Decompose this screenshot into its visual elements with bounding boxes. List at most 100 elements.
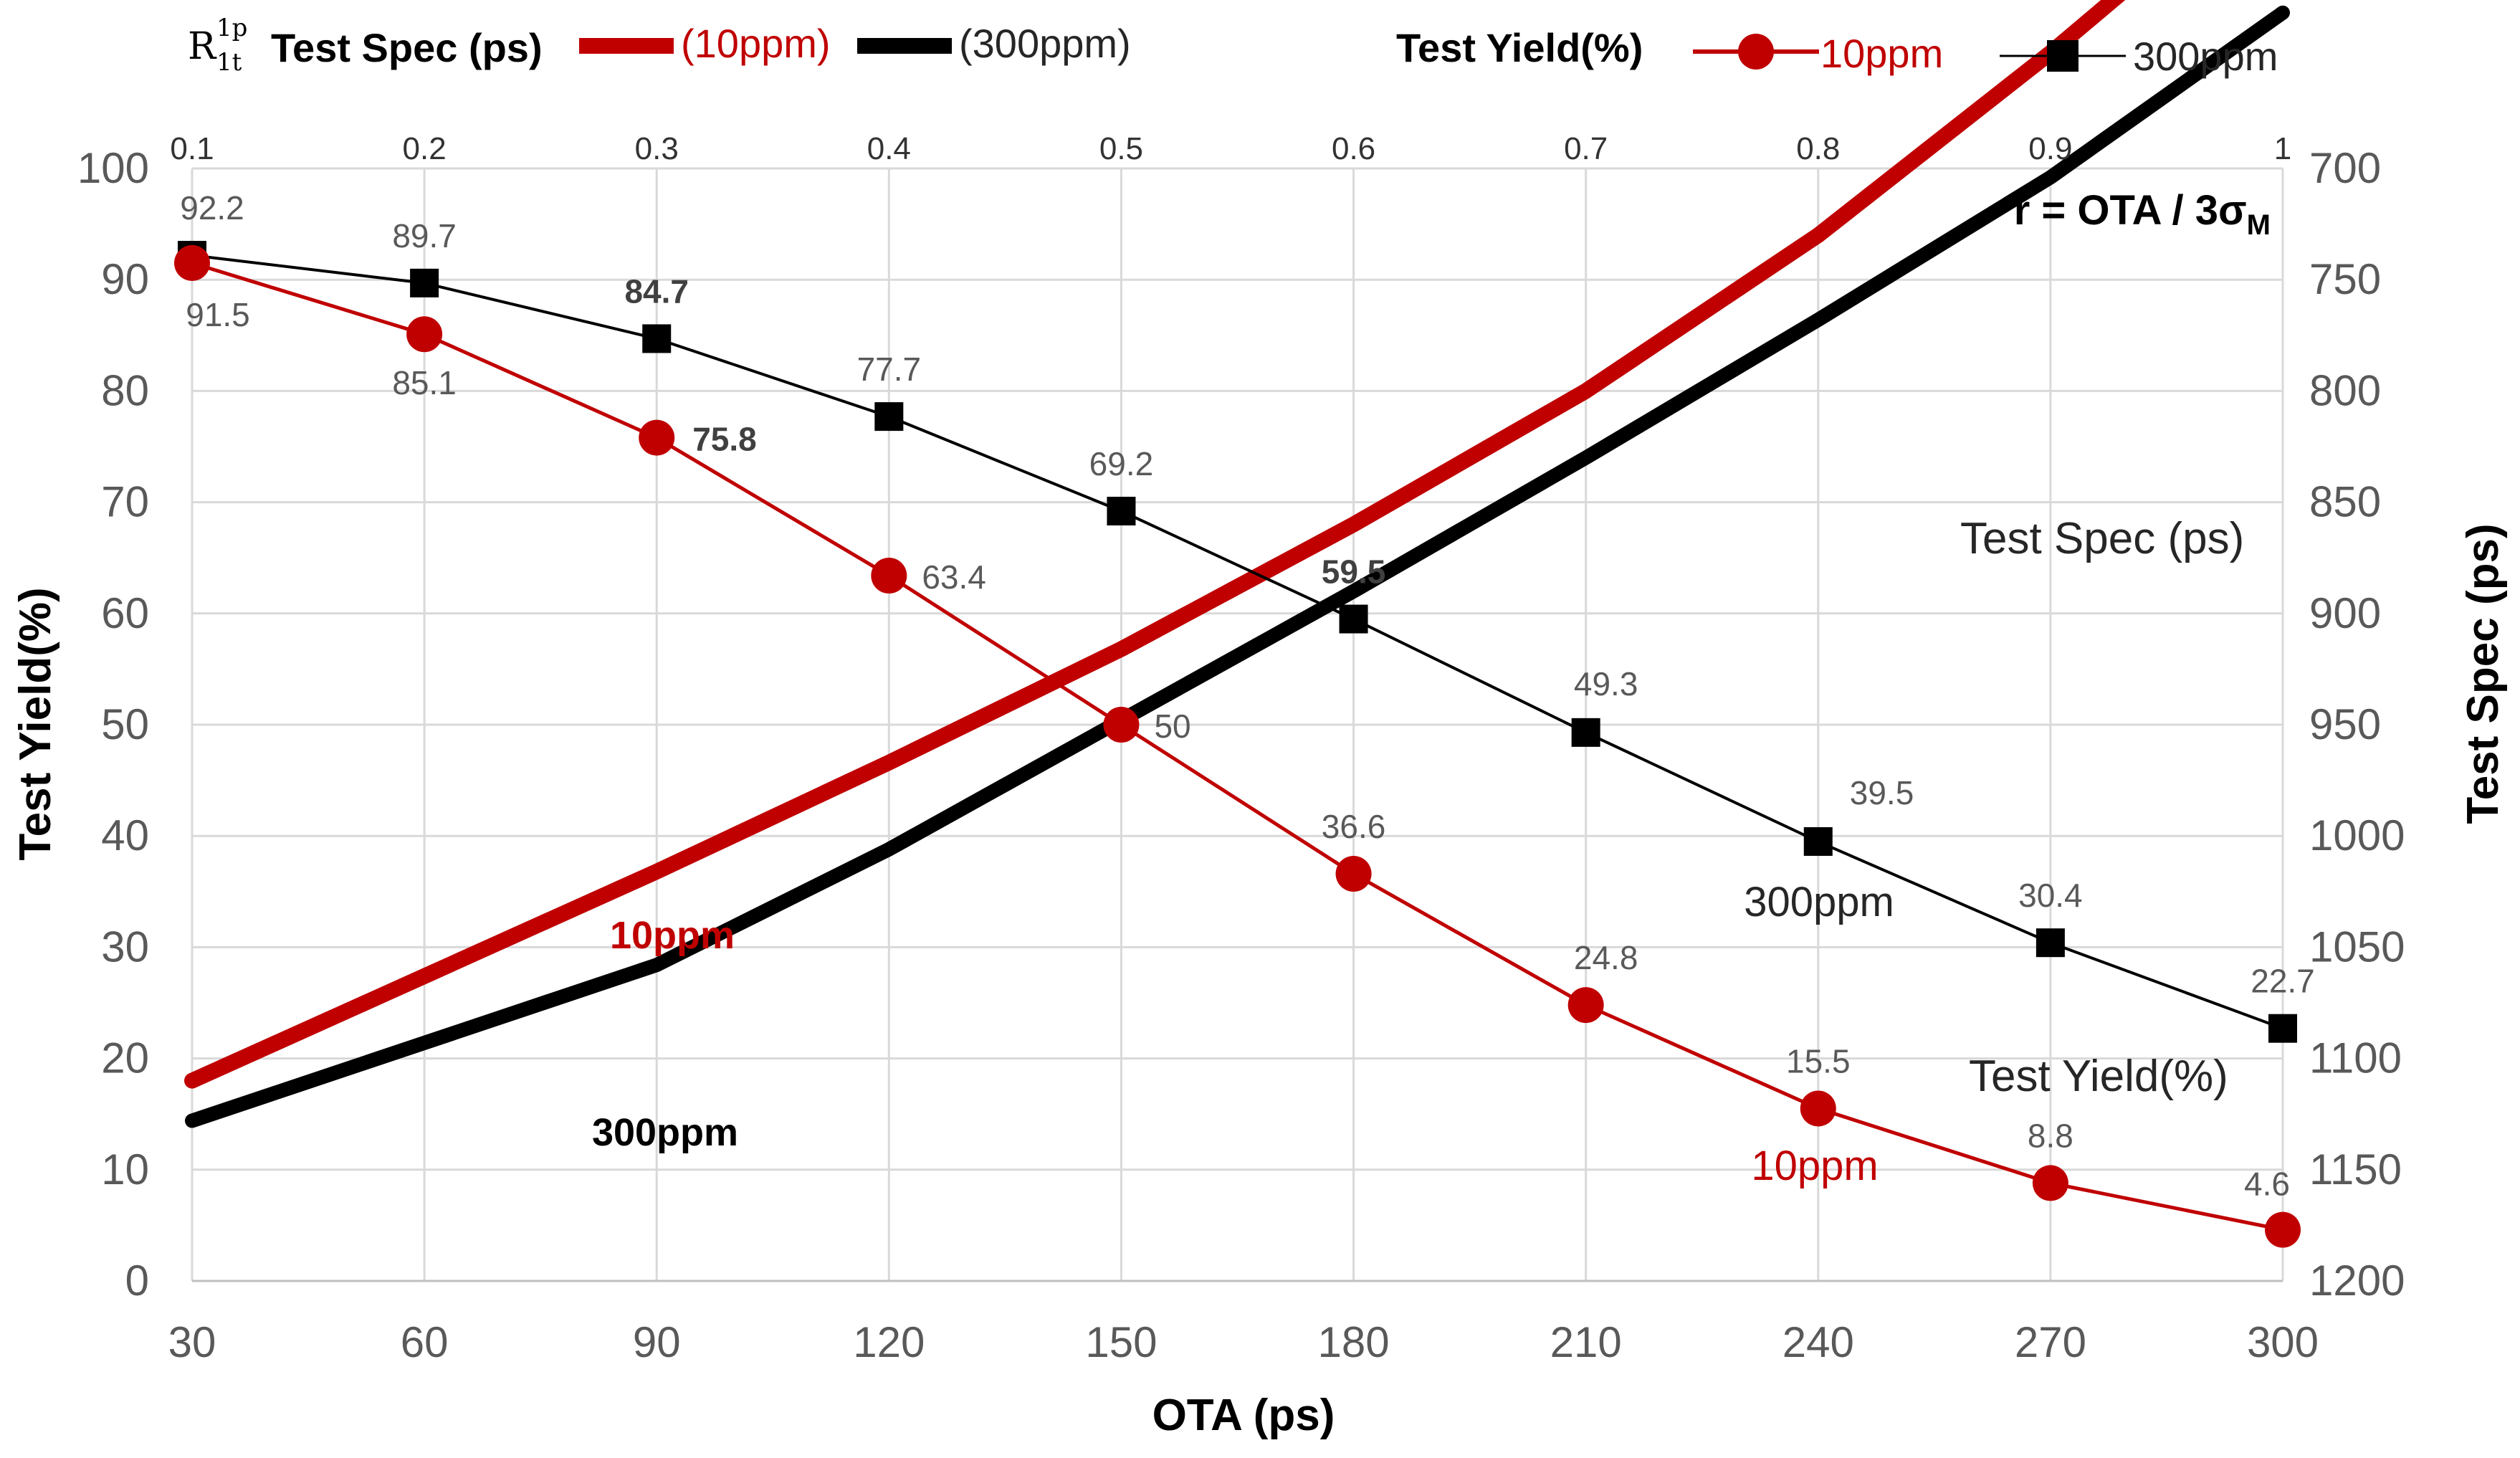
yield-300ppm-marker — [1339, 604, 1368, 634]
x-tick-label: 300 — [2247, 1318, 2319, 1366]
legend-ratio-sup: 1p — [216, 14, 247, 42]
yield-10ppm-data-label: 15.5 — [1786, 1042, 1851, 1080]
yield-300ppm-marker — [2035, 928, 2065, 958]
yield-10ppm-marker — [1103, 707, 1140, 743]
spec-line-300ppm — [185, 5, 2290, 1128]
y-left-tick-label: 90 — [101, 255, 149, 303]
yield-300ppm-data-label: 49.3 — [1574, 665, 1638, 702]
yield-300ppm-data-label: 59.5 — [1322, 553, 1386, 591]
yield-line-10ppm — [190, 261, 2285, 1232]
top-tick-label: 0.8 — [1796, 131, 1840, 166]
x-tick-label: 150 — [1085, 1318, 1157, 1366]
test-yield-series — [190, 254, 2285, 1232]
legend-yield-10ppm-marker — [1738, 34, 1774, 70]
y-right-tick-label: 1200 — [2309, 1257, 2405, 1305]
yield-300ppm-data-label: 69.2 — [1089, 445, 1154, 482]
r-formula-lhs: r = OTA / 3σ — [2014, 187, 2247, 234]
yield-300ppm-data-label: 92.2 — [180, 189, 244, 227]
yield-10ppm-marker — [871, 558, 907, 594]
yield-10ppm-marker — [174, 244, 210, 281]
y-right-tick-label: 1150 — [2309, 1145, 2402, 1193]
top-tick-label: 0.7 — [1564, 131, 1608, 166]
yield-10ppm-marker — [2032, 1165, 2068, 1201]
yield-10ppm-marker — [1567, 987, 1604, 1024]
annotation-test-spec: Test Spec (ps) — [1960, 514, 2244, 563]
yield-line-300ppm — [191, 254, 2284, 1030]
spec-line-10ppm — [184, 0, 2126, 1089]
yield-300ppm-data-label: 30.4 — [2018, 877, 2083, 914]
y-left-tick-label: 30 — [101, 923, 149, 971]
y-left-tick-label: 50 — [101, 700, 149, 748]
legend-ratio-sub: 1t — [216, 48, 242, 77]
yield-10ppm-data-label: 8.8 — [2028, 1117, 2073, 1154]
legend: R 1p 1t Test Spec (ps) (10ppm) (300ppm) … — [188, 14, 2278, 79]
yield-10ppm-marker — [1335, 855, 1372, 892]
yield-10ppm-data-label: 91.5 — [186, 296, 250, 333]
axis-ticks: 0 10 20 30 40 50 60 70 80 90 100 700 750 800 850 900 950… — [77, 131, 2405, 1366]
yield-300ppm-data-label: 22.7 — [2251, 963, 2315, 1000]
legend-ratio-base: R — [188, 25, 217, 68]
top-tick-label: 0.5 — [1099, 131, 1143, 166]
yield-300ppm-marker — [410, 268, 439, 297]
top-tick-label: 0.6 — [1332, 131, 1375, 166]
y-left-tick-label: 10 — [101, 1145, 149, 1193]
top-tick-label: 1 — [2274, 131, 2291, 166]
yield-10ppm-marker — [1800, 1090, 1836, 1127]
x-tick-label: 180 — [1318, 1318, 1390, 1366]
yield-300ppm-data-label: 39.5 — [1850, 774, 1914, 811]
x-tick-label: 240 — [1782, 1318, 1854, 1366]
y-right-tick-label: 950 — [2309, 700, 2381, 748]
legend-spec-title: Test Spec (ps) — [271, 25, 543, 70]
x-tick-label: 90 — [633, 1318, 681, 1366]
legend-yield-300ppm-marker — [2047, 40, 2078, 72]
r-formula-label: r = OTA / 3σM — [2014, 187, 2271, 241]
y-right-axis-title: Test Spec (ps) — [2458, 523, 2508, 824]
test-spec-series — [184, 0, 2290, 1128]
annotation-test-yield: Test Yield(%) — [1969, 1052, 2228, 1101]
yield-300ppm-marker — [642, 324, 672, 353]
legend-yield-10ppm-label: 10ppm — [1820, 31, 1943, 76]
top-tick-label: 0.3 — [635, 131, 679, 166]
yield-10ppm-data-label: 75.8 — [692, 421, 757, 458]
top-tick-label: 0.9 — [2028, 131, 2072, 166]
x-tick-label: 60 — [401, 1318, 449, 1366]
y-right-tick-label: 850 — [2309, 478, 2381, 526]
y-right-tick-label: 800 — [2309, 366, 2381, 414]
yield-300ppm-marker — [1107, 497, 1136, 526]
legend-ratio-symbol: R 1p 1t — [188, 14, 247, 77]
y-left-tick-label: 0 — [125, 1257, 149, 1305]
gridlines — [191, 167, 2284, 1281]
top-tick-label: 0.1 — [170, 131, 214, 166]
yield-10ppm-marker — [639, 419, 675, 456]
x-axis-title: OTA (ps) — [1152, 1391, 1335, 1440]
x-tick-label: 210 — [1550, 1318, 1622, 1366]
y-left-tick-label: 20 — [101, 1034, 149, 1082]
data-markers — [174, 241, 2301, 1248]
yield-10ppm-marker — [2265, 1211, 2301, 1248]
yield-10ppm-marker — [406, 316, 443, 353]
y-left-tick-label: 100 — [77, 144, 149, 192]
yield-10ppm-data-label: 85.1 — [392, 364, 457, 401]
r-formula-subscript: M — [2247, 209, 2271, 241]
top-tick-label: 0.2 — [403, 131, 447, 166]
y-left-tick-label: 70 — [101, 478, 149, 526]
y-right-tick-label: 1100 — [2309, 1034, 2402, 1082]
yield-300ppm-data-label: 84.7 — [624, 272, 689, 310]
annotation-yield-300ppm: 300ppm — [1744, 879, 1894, 925]
data-labels: 92.2 89.7 84.7 77.7 69.2 59.5 49.3 39.5 30.4 22.7… — [180, 189, 2315, 1203]
annotation-spec-300ppm: 300ppm — [592, 1111, 738, 1154]
y-left-tick-label: 60 — [101, 589, 149, 637]
yield-10ppm-data-label: 24.8 — [1574, 939, 1638, 976]
y-right-tick-label: 1000 — [2309, 811, 2405, 859]
yield-10ppm-data-label: 4.6 — [2244, 1166, 2290, 1203]
yield-300ppm-data-label: 77.7 — [857, 351, 922, 388]
y-right-tick-label: 750 — [2309, 255, 2381, 303]
yield-10ppm-data-label: 50 — [1154, 707, 1190, 745]
yield-300ppm-marker — [874, 402, 904, 432]
yield-300ppm-marker — [1571, 718, 1600, 747]
yield-10ppm-data-label: 63.4 — [922, 558, 986, 596]
yield-300ppm-data-label: 89.7 — [392, 217, 457, 254]
top-tick-label: 0.4 — [867, 131, 911, 166]
x-tick-label: 120 — [853, 1318, 925, 1366]
annotation-yield-10ppm: 10ppm — [1751, 1143, 1878, 1189]
